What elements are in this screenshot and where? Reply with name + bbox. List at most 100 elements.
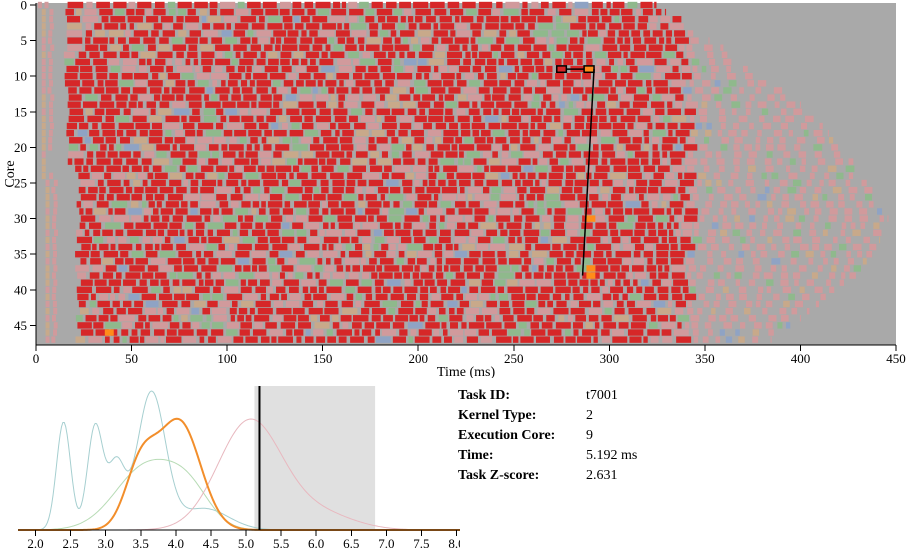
task-bar[interactable] [429,222,436,229]
task-bar[interactable] [396,258,404,265]
task-bar[interactable] [232,87,240,94]
task-bar[interactable] [493,108,499,115]
task-bar[interactable] [511,108,520,115]
task-bar[interactable] [756,293,762,301]
task-bar[interactable] [179,144,195,151]
task-bar[interactable] [526,51,540,59]
task-bar[interactable] [522,65,535,73]
task-bar[interactable] [464,329,477,336]
task-bar[interactable] [699,115,708,123]
task-bar[interactable] [346,151,353,158]
task-bar[interactable] [456,30,471,37]
task-bar[interactable] [281,293,287,301]
task-bar[interactable] [166,65,173,73]
task-bar[interactable] [49,80,53,87]
task-bar[interactable] [386,179,399,187]
task-bar[interactable] [67,1,84,9]
task-bar[interactable] [438,315,448,322]
task-bar[interactable] [391,144,404,151]
task-bar[interactable] [403,186,412,194]
task-bar[interactable] [169,322,180,329]
task-bar[interactable] [181,300,191,308]
task-bar[interactable] [237,1,245,9]
task-bar[interactable] [204,215,211,222]
task-bar[interactable] [773,115,781,123]
task-bar[interactable] [398,307,414,315]
task-bar[interactable] [431,293,440,301]
task-bar[interactable] [620,115,636,123]
task-bar[interactable] [49,8,54,16]
task-bar[interactable] [171,37,183,44]
task-bar[interactable] [418,58,427,66]
task-bar[interactable] [465,293,477,301]
task-bar[interactable] [338,122,351,130]
task-bar[interactable] [684,322,690,329]
task-bar[interactable] [649,272,657,279]
task-bar[interactable] [780,279,789,286]
task-bar[interactable] [145,186,158,194]
task-bar[interactable] [532,158,538,165]
task-bar[interactable] [254,322,263,329]
task-bar[interactable] [352,73,363,80]
task-bar[interactable] [48,101,53,108]
task-bar[interactable] [498,293,509,301]
task-bar[interactable] [216,108,224,115]
task-bar[interactable] [497,251,506,258]
task-bar[interactable] [566,73,581,80]
task-bar[interactable] [108,279,121,286]
task-bar[interactable] [496,215,511,222]
task-bar[interactable] [570,300,578,308]
task-bar[interactable] [248,279,258,286]
task-bar[interactable] [738,336,745,343]
task-bar[interactable] [614,315,629,322]
task-bar[interactable] [131,194,143,201]
task-bar[interactable] [389,208,404,215]
task-bar[interactable] [197,122,214,130]
task-bar[interactable] [500,229,508,237]
task-bar[interactable] [446,51,463,59]
task-bar[interactable] [651,201,658,208]
task-bar[interactable] [367,336,375,343]
task-bar[interactable] [848,186,858,194]
task-bar[interactable] [148,137,163,144]
task-bar[interactable] [190,208,198,215]
task-bar[interactable] [610,265,620,272]
task-bar[interactable] [48,58,53,66]
task-bar[interactable] [208,158,219,165]
task-bar[interactable] [667,300,673,308]
task-bar[interactable] [308,307,323,315]
task-bar[interactable] [266,165,275,172]
task-bar[interactable] [711,222,719,229]
task-bar[interactable] [520,336,534,343]
task-bar[interactable] [752,272,760,279]
task-bar[interactable] [393,286,403,293]
task-bar[interactable] [455,272,465,279]
task-bar[interactable] [478,51,492,59]
task-bar[interactable] [364,300,380,308]
task-bar[interactable] [568,315,574,322]
task-bar[interactable] [362,236,372,244]
task-bar[interactable] [112,300,120,308]
task-bar[interactable] [129,265,145,272]
task-bar[interactable] [553,215,566,222]
task-bar[interactable] [153,208,159,215]
task-bar[interactable] [531,101,540,108]
task-bar[interactable] [233,44,247,51]
task-bar[interactable] [472,101,478,108]
task-bar[interactable] [99,101,115,108]
task-bar[interactable] [728,179,734,187]
task-bar[interactable] [653,80,668,87]
task-bar[interactable] [788,129,793,137]
task-bar[interactable] [480,222,496,229]
task-bar[interactable] [366,186,375,194]
task-bar[interactable] [377,186,389,194]
task-bar[interactable] [278,336,293,343]
task-bar[interactable] [447,215,463,222]
task-bar[interactable] [722,286,729,293]
task-bar[interactable] [256,87,268,94]
task-bar[interactable] [177,1,192,9]
task-bar[interactable] [450,279,466,286]
task-bar[interactable] [666,208,672,215]
task-bar[interactable] [582,94,588,101]
task-bar[interactable] [41,37,46,44]
